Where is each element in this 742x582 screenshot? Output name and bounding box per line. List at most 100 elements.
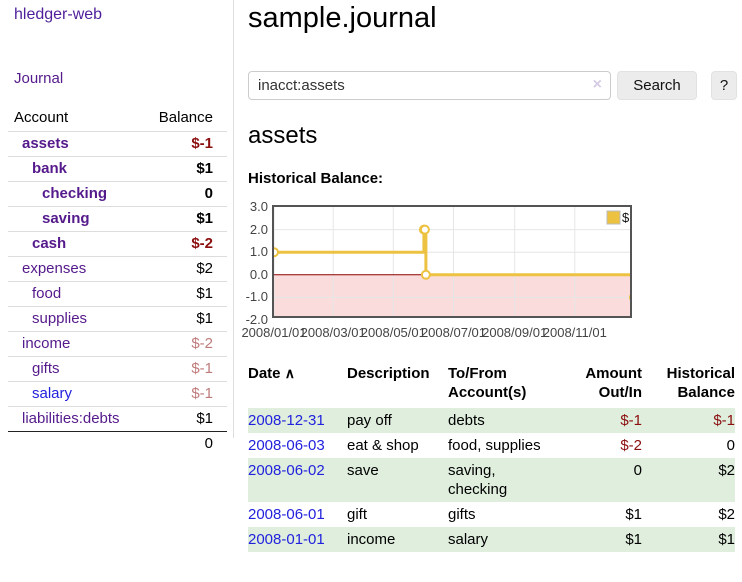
account-link-food[interactable]: food xyxy=(32,285,62,302)
accounts-table: Account Balance assets $-1 bank $1 check… xyxy=(8,106,227,456)
account-balance: $1 xyxy=(139,406,227,432)
transaction-accounts: gifts xyxy=(448,506,476,523)
transaction-description: save xyxy=(347,462,379,479)
chart-plot-area: $ xyxy=(272,205,632,318)
clear-search-icon[interactable]: × xyxy=(592,76,602,93)
transaction-date-link[interactable]: 2008-06-01 xyxy=(248,506,325,523)
account-heading: assets xyxy=(248,122,318,149)
account-balance: $2 xyxy=(139,256,227,282)
register-table: Date ∧ Description To/From Account(s) Am… xyxy=(248,362,735,552)
transaction-description: income xyxy=(347,531,396,548)
account-link-checking[interactable]: checking xyxy=(42,185,108,202)
account-row: income $-2 xyxy=(8,331,227,357)
account-link-saving[interactable]: saving xyxy=(42,210,90,227)
account-link-salary[interactable]: salary xyxy=(32,385,73,402)
transaction-date-link[interactable]: 2008-06-03 xyxy=(248,437,325,454)
data-point-marker xyxy=(629,294,630,301)
transaction-amount: $-1 xyxy=(620,412,642,429)
account-row: cash $-2 xyxy=(8,231,227,257)
chart-title: Historical Balance: xyxy=(248,170,384,187)
account-balance: $-1 xyxy=(139,381,227,407)
accounts-total-row: 0 xyxy=(8,432,227,457)
account-balance: $-2 xyxy=(139,231,227,257)
legend-swatch xyxy=(606,210,621,225)
account-balance: $-2 xyxy=(139,331,227,357)
help-button[interactable]: ? xyxy=(711,71,737,100)
transaction-amount: $-2 xyxy=(620,437,642,454)
transaction-accounts: salary xyxy=(448,531,489,548)
register-row: 2008-06-02 save saving, checking 0 $2 xyxy=(248,458,735,502)
x-axis-tick-label: 2008/11/01 xyxy=(542,325,607,340)
account-row: supplies $1 xyxy=(8,306,227,332)
date-header-label: Date xyxy=(248,365,281,382)
transaction-balance: $1 xyxy=(718,531,735,548)
account-balance: $1 xyxy=(139,306,227,332)
transaction-description: gift xyxy=(347,506,368,523)
register-row: 2008-12-31 pay off debts $-1 $-1 xyxy=(248,408,735,433)
historical-balance-chart: $ 3.0 2.0 1.0 0.0 -1.0 -2.0 2008/01/01 2008/03/… xyxy=(241,199,735,350)
data-point-marker xyxy=(274,247,279,258)
account-row: gifts $-1 xyxy=(8,356,227,382)
y-axis-tick-label: 0.0 xyxy=(249,266,268,282)
search-bar: × Search ? xyxy=(248,71,737,100)
account-row: expenses $2 xyxy=(8,256,227,282)
account-link-gifts[interactable]: gifts xyxy=(32,360,60,377)
legend-label: $ xyxy=(622,210,630,225)
account-balance: $1 xyxy=(139,156,227,182)
tofrom-column-header: To/From Account(s) xyxy=(448,365,527,401)
account-row: checking 0 xyxy=(8,181,227,207)
balance-column-header: Historical Balance xyxy=(666,365,735,401)
account-balance: $1 xyxy=(139,281,227,307)
y-axis-tick-label: 2.0 xyxy=(249,221,268,237)
transaction-accounts: food, supplies xyxy=(448,437,541,454)
account-row: bank $1 xyxy=(8,156,227,182)
transaction-balance: $-1 xyxy=(713,412,735,429)
sidebar-item-journal[interactable]: Journal xyxy=(14,70,64,87)
account-row: saving $1 xyxy=(8,206,227,232)
sort-ascending-icon: ∧ xyxy=(284,365,295,381)
register-row: 2008-01-01 income salary $1 $1 xyxy=(248,527,735,552)
data-point-marker xyxy=(420,269,431,280)
date-column-header[interactable]: Date ∧ xyxy=(248,362,347,408)
x-axis-tick-label: 2008/03/01 xyxy=(300,325,366,340)
account-balance: $-1 xyxy=(139,131,227,157)
account-column-header: Account xyxy=(8,106,140,132)
transaction-balance: $2 xyxy=(718,462,735,479)
x-axis-tick-label: 2008/07/01 xyxy=(420,325,487,340)
transaction-accounts: saving, checking xyxy=(448,462,508,498)
y-axis-tick-label: -1.0 xyxy=(245,289,268,305)
account-link-bank[interactable]: bank xyxy=(32,160,68,177)
transaction-date-link[interactable]: 2008-01-01 xyxy=(248,531,325,548)
account-link-expenses[interactable]: expenses xyxy=(22,260,87,277)
transaction-amount: $1 xyxy=(625,506,642,523)
transaction-amount: 0 xyxy=(633,462,642,479)
description-column-header: Description xyxy=(347,365,430,382)
account-balance: 0 xyxy=(139,181,227,207)
account-row: liabilities:debts $1 xyxy=(8,406,227,432)
account-row: salary $-1 xyxy=(8,381,227,407)
transaction-balance: 0 xyxy=(726,437,735,454)
account-row: food $1 xyxy=(8,281,227,307)
accounts-total-value: 0 xyxy=(204,435,213,452)
y-axis-tick-label: -2.0 xyxy=(245,312,268,327)
transaction-amount: $1 xyxy=(625,531,642,548)
search-input[interactable] xyxy=(248,71,611,100)
transaction-description: pay off xyxy=(347,412,392,429)
x-axis-tick-label: 2008/09/01 xyxy=(482,325,548,340)
search-button[interactable]: Search xyxy=(617,71,697,100)
account-balance: $-1 xyxy=(139,356,227,382)
account-link-assets[interactable]: assets xyxy=(22,135,69,152)
app-title-link[interactable]: hledger-web xyxy=(14,6,103,23)
account-link-supplies[interactable]: supplies xyxy=(32,310,88,327)
amount-column-header: Amount Out/In xyxy=(585,365,642,401)
account-link-cash[interactable]: cash xyxy=(32,235,67,252)
accounts-table-header: Account Balance xyxy=(8,106,227,132)
transaction-date-link[interactable]: 2008-06-02 xyxy=(248,462,325,479)
x-axis-tick-label: 2008/05/01 xyxy=(360,325,426,340)
account-link-liabilities-debts[interactable]: liabilities:debts xyxy=(22,410,120,427)
page-title: sample.journal xyxy=(248,2,437,34)
x-axis-tick-label: 2008/01/01 xyxy=(241,325,307,340)
transaction-date-link[interactable]: 2008-12-31 xyxy=(248,412,325,429)
account-link-income[interactable]: income xyxy=(22,335,71,352)
data-point-marker xyxy=(419,224,430,235)
